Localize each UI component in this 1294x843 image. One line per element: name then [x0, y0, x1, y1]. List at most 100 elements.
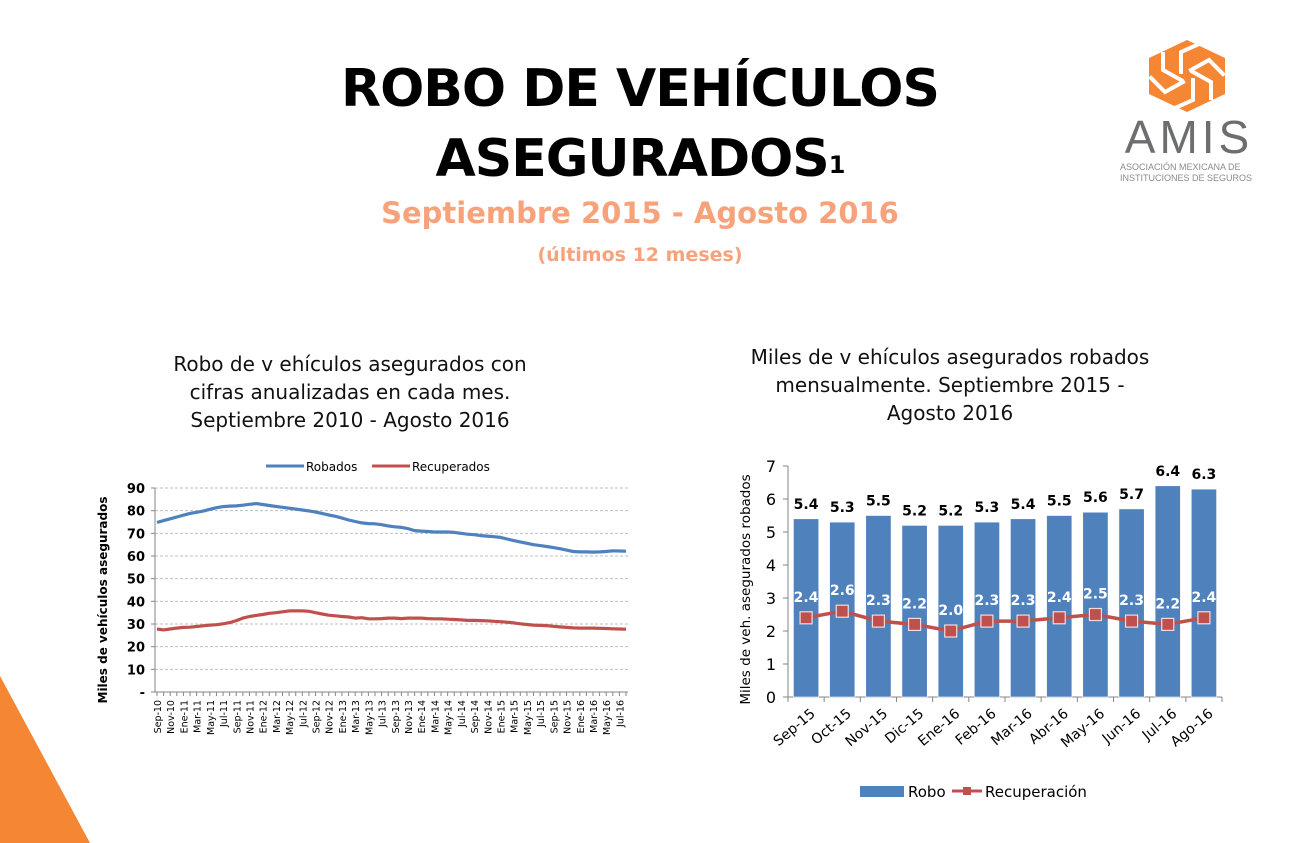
period-subtitle: Septiembre 2015 - Agosto 2016 [381, 196, 899, 230]
x-tick-label: Ene-12 [259, 700, 270, 733]
x-tick-label: Nov-10 [166, 700, 177, 734]
x-tick-label: Nov-11 [245, 700, 256, 734]
bar-robo [1010, 518, 1037, 698]
legend-label-robados: Robados [306, 460, 357, 474]
right-bar-chart: 0 1 2 3 4 5 6 7 Miles de veh. asegurados robados… [738, 457, 1223, 801]
y-tick-label: 6 [766, 490, 776, 509]
bar-data-label: 5.2 [902, 503, 927, 519]
right-chart-title-line: Miles de v ehículos asegurados robados [750, 345, 1150, 369]
bar-robo [937, 525, 964, 698]
y-axis-label: Miles de vehículos asegurados [96, 497, 110, 704]
y-tick-label: 10 [127, 663, 145, 678]
legend-swatch-robo [860, 786, 904, 797]
y-tick-label: 3 [766, 589, 776, 608]
footnote-marker: 1 [828, 151, 846, 179]
line-marker-recuperacion [799, 611, 813, 625]
bar-robo [865, 515, 892, 698]
x-tick-label: Sep-15 [549, 700, 560, 733]
period-note: (últimos 12 meses) [537, 244, 743, 266]
line-data-label: 2.3 [866, 593, 891, 609]
logo-subtitle-line2: INSTITUCIONES DE SEGUROS [1120, 173, 1253, 183]
line-marker-recuperacion [1197, 611, 1211, 625]
x-tick-label: Jul-15 [536, 700, 547, 728]
right-chart-title: Miles de v ehículos asegurados robados m… [720, 343, 1180, 427]
logo-subtitle-line1: ASOCIACIÓN MEXICANA DE [1120, 162, 1241, 172]
x-tick-label: May-11 [206, 700, 217, 735]
x-tick-label: May-15 [523, 700, 534, 735]
bar-robo [1082, 511, 1109, 698]
bar-data-label: 5.5 [866, 494, 891, 510]
logo-subtitle: ASOCIACIÓN MEXICANA DE INSTITUCIONES DE … [1120, 162, 1256, 184]
x-tick-label: Ene-16 [576, 700, 587, 733]
left-chart-title-line: Septiembre 2010 - Agosto 2016 [190, 408, 510, 432]
x-tick-label: May-14 [444, 700, 455, 735]
y-tick-label: 70 [127, 527, 145, 542]
x-tick-label: Nov-13 [404, 700, 415, 734]
x-tick-label: Ene-16 [915, 706, 963, 750]
left-chart-title-line: cifras anualizadas en cada mes. [189, 380, 511, 404]
series-line-robados [156, 502, 627, 554]
line-marker-recuperacion [1161, 617, 1175, 631]
line-data-label: 2.3 [1119, 593, 1144, 609]
bar-robo [1118, 508, 1145, 698]
y-tick-label: 20 [127, 641, 145, 656]
x-tick-label: Ene-13 [338, 700, 349, 733]
y-tick-label: 50 [127, 573, 145, 588]
line-marker-recuperacion [835, 604, 849, 618]
line-marker-recuperacion [907, 617, 922, 631]
y-tick-label: 2 [766, 622, 776, 641]
decorative-corner-triangle [0, 676, 90, 843]
x-tick-label: Jul-11 [219, 700, 230, 728]
bar-data-label: 6.3 [1192, 467, 1217, 483]
x-tick-label: Sep-12 [312, 700, 323, 733]
y-tick-label: 5 [766, 523, 776, 542]
x-tick-label: May-13 [364, 700, 375, 735]
x-tick-label: Mar-11 [193, 700, 204, 733]
x-tick-label: Jul-13 [378, 700, 389, 728]
x-tick-label: Nov-14 [483, 700, 494, 734]
bar-data-label: 6.4 [1155, 464, 1180, 480]
page-title-text: ASEGURADOS [435, 129, 830, 189]
x-tick-label: Mar-16 [589, 700, 600, 733]
line-data-label: 2.3 [1011, 593, 1036, 609]
left-chart-title-line: Robo de v ehículos asegurados con [173, 352, 527, 376]
x-tick-label: May-16 [602, 700, 613, 735]
line-data-label: 2.2 [1155, 596, 1180, 612]
line-marker-recuperacion [980, 614, 994, 628]
legend-label-recuperados: Recuperados [412, 460, 490, 474]
x-tick-label: Sep-11 [232, 700, 243, 733]
line-marker-recuperacion [1124, 614, 1139, 628]
amis-logo-icon [1148, 40, 1226, 112]
x-tick-label: Sep-13 [391, 700, 402, 733]
x-tick-label: Jul-12 [298, 700, 309, 728]
page-title-line2: ASEGURADOS1 [300, 124, 980, 194]
x-tick-label: Jun-16 [1099, 706, 1144, 748]
line-marker-recuperacion [1088, 607, 1103, 622]
line-data-label: 2.2 [902, 596, 927, 612]
x-tick-label: Mar-16 [988, 706, 1035, 749]
y-axis-label: Miles de veh. asegurados robados [738, 474, 754, 704]
line-marker-recuperacion [1052, 611, 1066, 625]
y-tick-label: 60 [127, 550, 145, 565]
y-tick-label: 80 [127, 505, 145, 520]
series-line-recuperados [156, 609, 627, 632]
x-tick-label: Mar-14 [430, 700, 441, 733]
right-chart-title-line: mensualmente. Septiembre 2015 - [775, 373, 1125, 397]
x-tick-label: Mar-12 [272, 700, 283, 733]
logo-wordmark: AMIS [1124, 111, 1254, 163]
y-tick-label: 1 [766, 655, 776, 674]
x-tick-label: Sep-10 [153, 700, 164, 733]
legend-label-recuperacion: Recuperación [985, 783, 1087, 801]
line-data-label: 2.4 [1192, 590, 1217, 606]
x-tick-label: Ene-11 [179, 700, 190, 733]
line-marker-recuperacion [944, 624, 958, 638]
bar-robo [901, 525, 928, 698]
line-marker-recuperacion [1016, 614, 1030, 628]
bar-data-label: 5.5 [1047, 494, 1072, 510]
bar-robo [793, 518, 820, 698]
legend-label-robo: Robo [908, 783, 946, 801]
x-tick-label: Nov-15 [563, 700, 574, 734]
bar-data-label: 5.3 [830, 500, 855, 516]
legend-swatch-recuperacion-marker [963, 787, 971, 795]
